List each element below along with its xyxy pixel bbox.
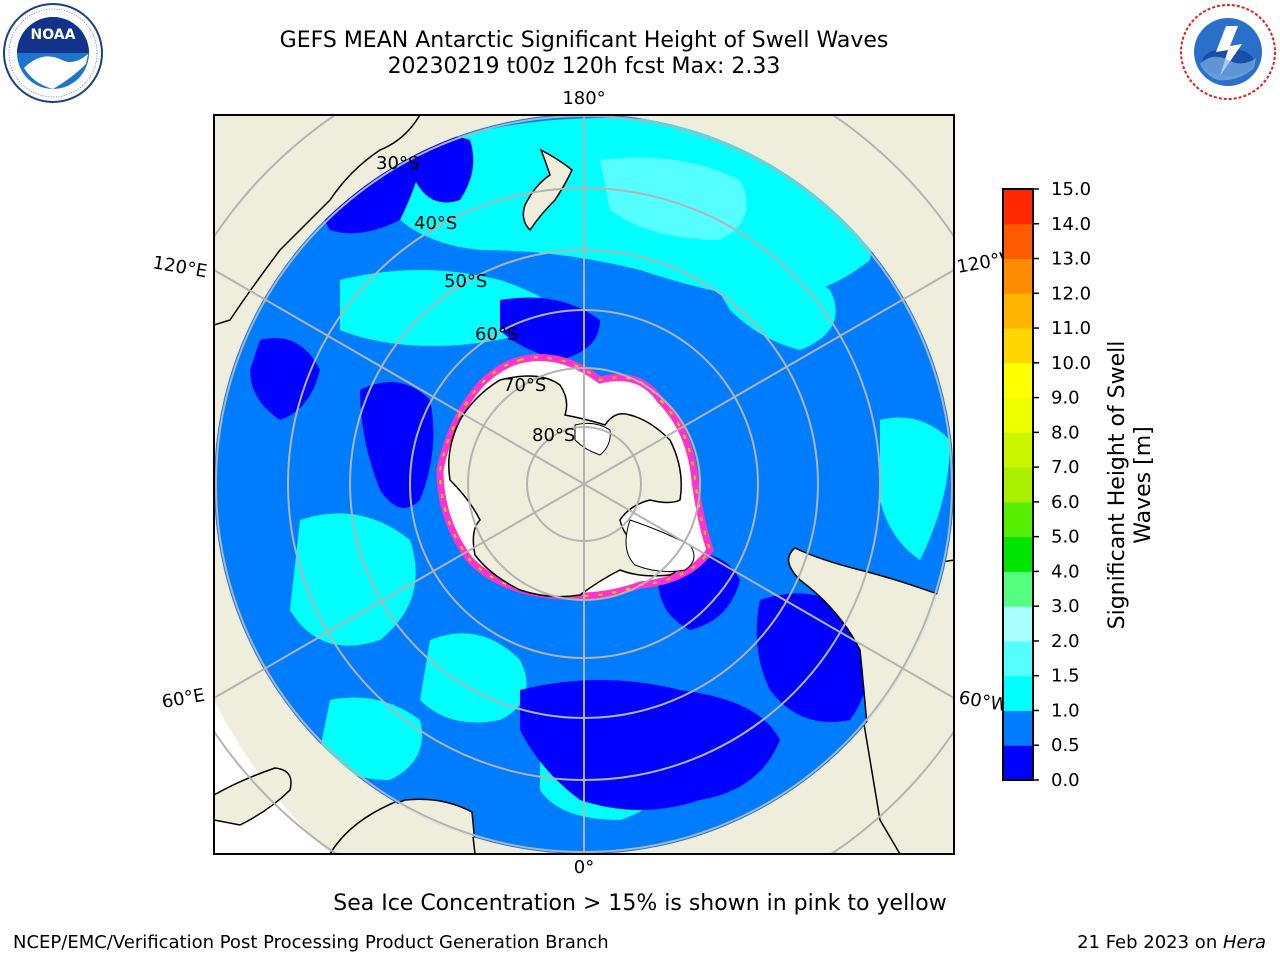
colorbar-title-line2: Waves [m]	[1131, 426, 1156, 543]
colorbar-segment	[1003, 536, 1033, 572]
footer-system: Hera	[1222, 932, 1266, 953]
lat-label-70s: 70°S	[503, 375, 546, 396]
lon-label-60e: 60°E	[160, 685, 206, 713]
colorbar-tick-label: 6.0	[1051, 492, 1080, 513]
colorbar-tick-label: 11.0	[1051, 318, 1091, 339]
footer-date: 21 Feb 2023 on Hera	[1077, 932, 1266, 953]
colorbar-segment	[1003, 223, 1033, 260]
colorbar: 0.0 0.5 1.0 1.5 2.0 3.0 4.0 5.0 6.0 7.0 8.0 9.0 10.0…	[1002, 179, 1091, 791]
sea-ice-note: Sea Ice Concentration > 15% is shown in …	[333, 891, 947, 916]
noaa-logo: NOAA	[3, 3, 103, 103]
colorbar-segment	[1003, 745, 1033, 781]
colorbar-segment	[1003, 571, 1033, 607]
colorbar-tick-label: 0.5	[1051, 735, 1080, 756]
colorbar-tick-label: 3.0	[1051, 596, 1080, 617]
colorbar-segment	[1003, 362, 1033, 399]
lon-label-180: 180°	[562, 88, 605, 109]
colorbar-tick-label: 4.0	[1051, 561, 1080, 582]
colorbar-segment	[1003, 501, 1033, 538]
colorbar-segment	[1003, 710, 1033, 746]
colorbar-tick-label: 8.0	[1051, 422, 1080, 443]
lat-label-60s: 60°S	[475, 324, 518, 345]
colorbar-tick-label: 1.0	[1051, 700, 1080, 721]
colorbar-segment	[1003, 293, 1033, 329]
colorbar-tick-label: 1.5	[1051, 666, 1080, 687]
footer-branch: NCEP/EMC/Verification Post Processing Pr…	[13, 932, 609, 953]
footer-date-text: 21 Feb 2023 on	[1077, 932, 1223, 953]
colorbar-tick-label: 15.0	[1051, 179, 1091, 200]
colorbar-tick-label: 9.0	[1051, 388, 1080, 409]
colorbar-title-line1: Significant Height of Swell	[1105, 341, 1130, 630]
colorbar-segment	[1003, 675, 1033, 711]
colorbar-tick-label: 2.0	[1051, 631, 1080, 652]
colorbar-tick-label: 13.0	[1051, 249, 1091, 270]
colorbar-segment	[1003, 258, 1033, 294]
lat-label-40s: 40°S	[414, 213, 457, 234]
lon-label-120e: 120°E	[151, 252, 209, 282]
colorbar-frame	[1002, 188, 1034, 781]
lon-label-0: 0°	[574, 857, 594, 878]
map-frame	[213, 114, 955, 855]
colorbar-segment	[1003, 640, 1033, 677]
colorbar-tick-label: 12.0	[1051, 283, 1091, 304]
colorbar-tick-label: 7.0	[1051, 457, 1080, 478]
colorbar-tick-label: 5.0	[1051, 527, 1080, 548]
lat-label-80s: 80°S	[532, 425, 575, 446]
colorbar-tick-label: 10.0	[1051, 353, 1091, 374]
lat-label-30s: 30°S	[376, 153, 419, 174]
colorbar-segment	[1003, 397, 1033, 433]
map-subtitle: 20230219 t00z 120h fcst Max: 2.33	[387, 54, 781, 79]
colorbar-segment	[1003, 189, 1033, 225]
lat-label-50s: 50°S	[444, 271, 487, 292]
colorbar-segment	[1003, 606, 1033, 642]
colorbar-segment	[1003, 432, 1033, 468]
map-title: GEFS MEAN Antarctic Significant Height o…	[279, 28, 889, 53]
colorbar-tick-label: 0.0	[1051, 770, 1080, 791]
colorbar-tick-label: 14.0	[1051, 214, 1091, 235]
nws-logo	[1180, 4, 1276, 100]
colorbar-segment	[1003, 467, 1033, 503]
colorbar-segment	[1003, 328, 1033, 364]
noaa-logo-text: NOAA	[31, 27, 76, 43]
